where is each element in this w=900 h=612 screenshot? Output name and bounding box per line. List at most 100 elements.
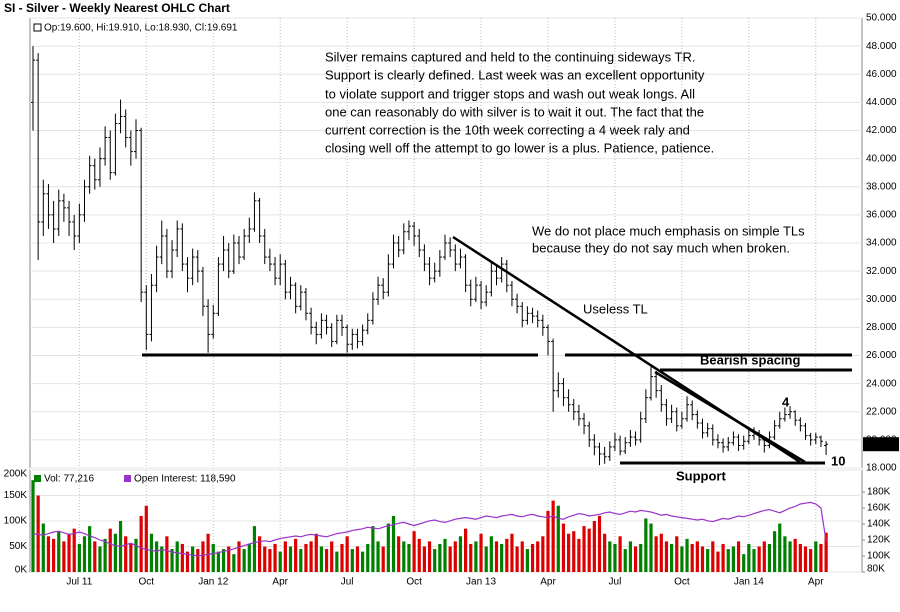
- volume-bar: [479, 533, 483, 572]
- x-tick-label: Oct: [406, 577, 422, 588]
- volume-bar: [52, 538, 56, 572]
- volume-bar: [417, 538, 421, 572]
- volume-bar: [592, 521, 596, 572]
- volume-bar: [263, 546, 267, 572]
- legend-swatch: [124, 475, 131, 482]
- volume-bar: [324, 549, 329, 572]
- volume-bar: [124, 536, 128, 572]
- y-tick-label: 18.000: [866, 463, 897, 474]
- volume-bar: [448, 546, 452, 572]
- y-tick-label: 40.000: [866, 153, 897, 164]
- volume-bar: [670, 543, 674, 572]
- last-price-label: 19.691: [866, 439, 897, 450]
- x-tick-label: Oct: [139, 577, 155, 588]
- y2-tick-label: 140K: [867, 519, 891, 530]
- volume-bar: [77, 543, 81, 572]
- volume-bar: [366, 543, 370, 572]
- volume-bar: [757, 546, 761, 572]
- volume-bar: [819, 543, 823, 572]
- legend-swatch: [34, 475, 41, 482]
- y-tick-label: 22.000: [866, 406, 897, 417]
- volume-bar: [628, 541, 632, 572]
- volume-bar: [762, 541, 766, 572]
- y-tick-label: 50K: [9, 541, 27, 552]
- volume-bar: [633, 546, 638, 572]
- volume-bar: [278, 551, 282, 572]
- volume-bar: [474, 541, 478, 572]
- y-tick-label: 0K: [15, 565, 28, 576]
- y-tick-label: 38.000: [866, 181, 897, 192]
- volume-bar: [422, 546, 426, 572]
- volume-bar: [103, 538, 107, 572]
- volume-bar: [706, 549, 710, 572]
- volume-bar: [155, 541, 159, 572]
- volume-bar: [649, 523, 653, 572]
- volume-bar: [778, 523, 782, 572]
- x-tick-label: Jan 14: [734, 577, 764, 588]
- volume-bar: [258, 536, 262, 572]
- volume-bar: [803, 546, 808, 572]
- volume-bar: [206, 533, 210, 572]
- volume-bar: [412, 531, 416, 572]
- volume-bar: [541, 536, 545, 572]
- volume-bar: [175, 541, 179, 572]
- volume-bar: [773, 531, 777, 572]
- volume-bar: [340, 543, 344, 572]
- volume-bar: [227, 546, 231, 572]
- volume-bar: [216, 551, 220, 572]
- volume-bar: [711, 541, 715, 572]
- y-tick-label: 36.000: [866, 210, 897, 221]
- commentary-line: current correction is the 10th week corr…: [325, 122, 690, 137]
- volume-bar: [247, 543, 251, 572]
- volume-bar: [41, 523, 45, 572]
- commentary-line: Silver remains captured and held to the …: [325, 49, 695, 64]
- volume-bar: [736, 541, 741, 572]
- volume-bar: [716, 551, 720, 572]
- volume-bar: [46, 536, 51, 572]
- volume-bar: [180, 543, 184, 572]
- commentary-line: closing well off the attempt to go lower…: [325, 140, 714, 155]
- volume-bar: [567, 533, 571, 572]
- volume-bar: [489, 536, 493, 572]
- x-tick-label: Jan 12: [198, 577, 228, 588]
- count-label: 4: [782, 394, 790, 409]
- volume-bar: [767, 543, 772, 572]
- volume-bar: [98, 546, 102, 572]
- volume-bar: [345, 536, 349, 572]
- y2-tick-label: 160K: [867, 503, 891, 514]
- legend-label: Open Interest: 118,590: [134, 474, 236, 485]
- y-tick-label: 44.000: [866, 97, 897, 108]
- volume-bar: [700, 546, 705, 572]
- y2-tick-label: 100K: [867, 551, 891, 562]
- volume-bar: [664, 541, 669, 572]
- y-tick-label: 50.000: [866, 13, 897, 24]
- y-tick-label: 24.000: [866, 378, 897, 389]
- volume-bar: [361, 551, 365, 572]
- volume-bar: [530, 543, 535, 572]
- volume-bar: [196, 549, 200, 572]
- volume-bar: [536, 541, 540, 572]
- volume-bar: [134, 538, 138, 572]
- volume-bar: [510, 533, 514, 572]
- volume-bar: [350, 549, 354, 572]
- volume-bar: [783, 536, 787, 572]
- legend-label: Vol: 77,216: [44, 474, 94, 485]
- volume-bar: [191, 546, 195, 572]
- volume-bar: [221, 549, 226, 572]
- volume-bar: [793, 538, 797, 572]
- volume-bar: [242, 549, 246, 572]
- volume-bar: [639, 543, 643, 572]
- volume-bar: [31, 480, 35, 572]
- commentary-line: to violate support and trigger stops and…: [325, 86, 695, 101]
- y-tick-label: 26.000: [866, 350, 897, 361]
- volume-bar: [464, 528, 468, 572]
- y-tick-label: 46.000: [866, 69, 897, 80]
- volume-bar: [582, 526, 586, 572]
- volume-bar: [721, 543, 725, 572]
- volume-bar: [288, 546, 293, 572]
- y-tick-label: 150K: [4, 490, 28, 501]
- volume-bar: [731, 546, 735, 572]
- x-tick-label: Jul: [341, 577, 354, 588]
- volume-bar: [675, 536, 679, 572]
- volume-bar: [659, 533, 663, 572]
